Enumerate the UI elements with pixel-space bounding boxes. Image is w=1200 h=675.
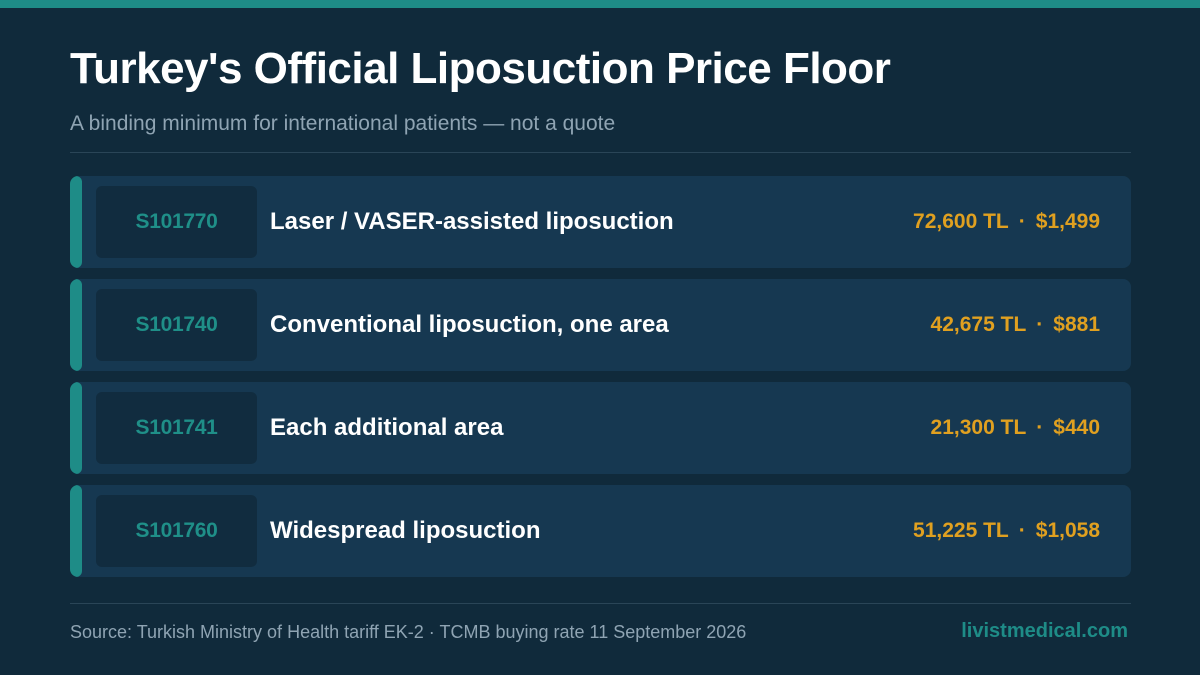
procedure-price: 42,675 TL · $881 xyxy=(931,279,1100,371)
price-separator: · xyxy=(1036,313,1044,336)
procedure-name: Each additional area xyxy=(270,414,504,441)
price-usd: $1,499 xyxy=(1035,210,1100,233)
price-tl: 51,225 TL xyxy=(913,519,1009,542)
price-list: S101770 Laser / VASER-assisted liposucti… xyxy=(70,176,1131,588)
price-usd: $440 xyxy=(1053,416,1100,439)
top-accent-bar xyxy=(0,0,1200,8)
procedure-code: S101741 xyxy=(135,416,218,439)
price-separator: · xyxy=(1018,519,1026,542)
price-separator: · xyxy=(1036,416,1044,439)
row-accent-bar xyxy=(70,485,82,577)
procedure-code: S101770 xyxy=(135,210,218,233)
price-row: S101770 Laser / VASER-assisted liposucti… xyxy=(70,176,1131,268)
page-title: Turkey's Official Liposuction Price Floo… xyxy=(70,44,891,93)
procedure-price: 51,225 TL · $1,058 xyxy=(913,485,1100,577)
price-row: S101760 Widespread liposuction 51,225 TL… xyxy=(70,485,1131,577)
price-tl: 42,675 TL xyxy=(930,313,1027,336)
procedure-code-badge: S101741 xyxy=(96,392,257,464)
price-row: S101741 Each additional area 21,300 TL ·… xyxy=(70,382,1131,474)
row-accent-bar xyxy=(70,279,82,371)
header-divider xyxy=(70,152,1131,153)
price-row: S101740 Conventional liposuction, one ar… xyxy=(70,279,1131,371)
procedure-price: 21,300 TL · $440 xyxy=(931,382,1100,474)
page-subtitle: A binding minimum for international pati… xyxy=(70,112,616,135)
price-usd: $1,058 xyxy=(1035,519,1100,542)
procedure-name: Widespread liposuction xyxy=(270,517,541,544)
footer-divider xyxy=(70,603,1131,604)
procedure-code: S101740 xyxy=(135,313,218,336)
brand-link[interactable]: livistmedical.com xyxy=(961,620,1128,642)
procedure-price: 72,600 TL · $1,499 xyxy=(913,176,1100,268)
procedure-name: Conventional liposuction, one area xyxy=(270,311,669,338)
procedure-code-badge: S101740 xyxy=(96,289,257,361)
procedure-name: Laser / VASER-assisted liposuction xyxy=(270,208,674,235)
procedure-code-badge: S101770 xyxy=(96,186,257,258)
price-tl: 72,600 TL xyxy=(913,210,1009,233)
row-accent-bar xyxy=(70,176,82,268)
price-separator: · xyxy=(1018,210,1026,233)
price-tl: 21,300 TL xyxy=(930,416,1027,439)
price-usd: $881 xyxy=(1053,313,1100,336)
procedure-code-badge: S101760 xyxy=(96,495,257,567)
row-accent-bar xyxy=(70,382,82,474)
source-note: Source: Turkish Ministry of Health tarif… xyxy=(70,622,747,642)
procedure-code: S101760 xyxy=(135,519,218,542)
